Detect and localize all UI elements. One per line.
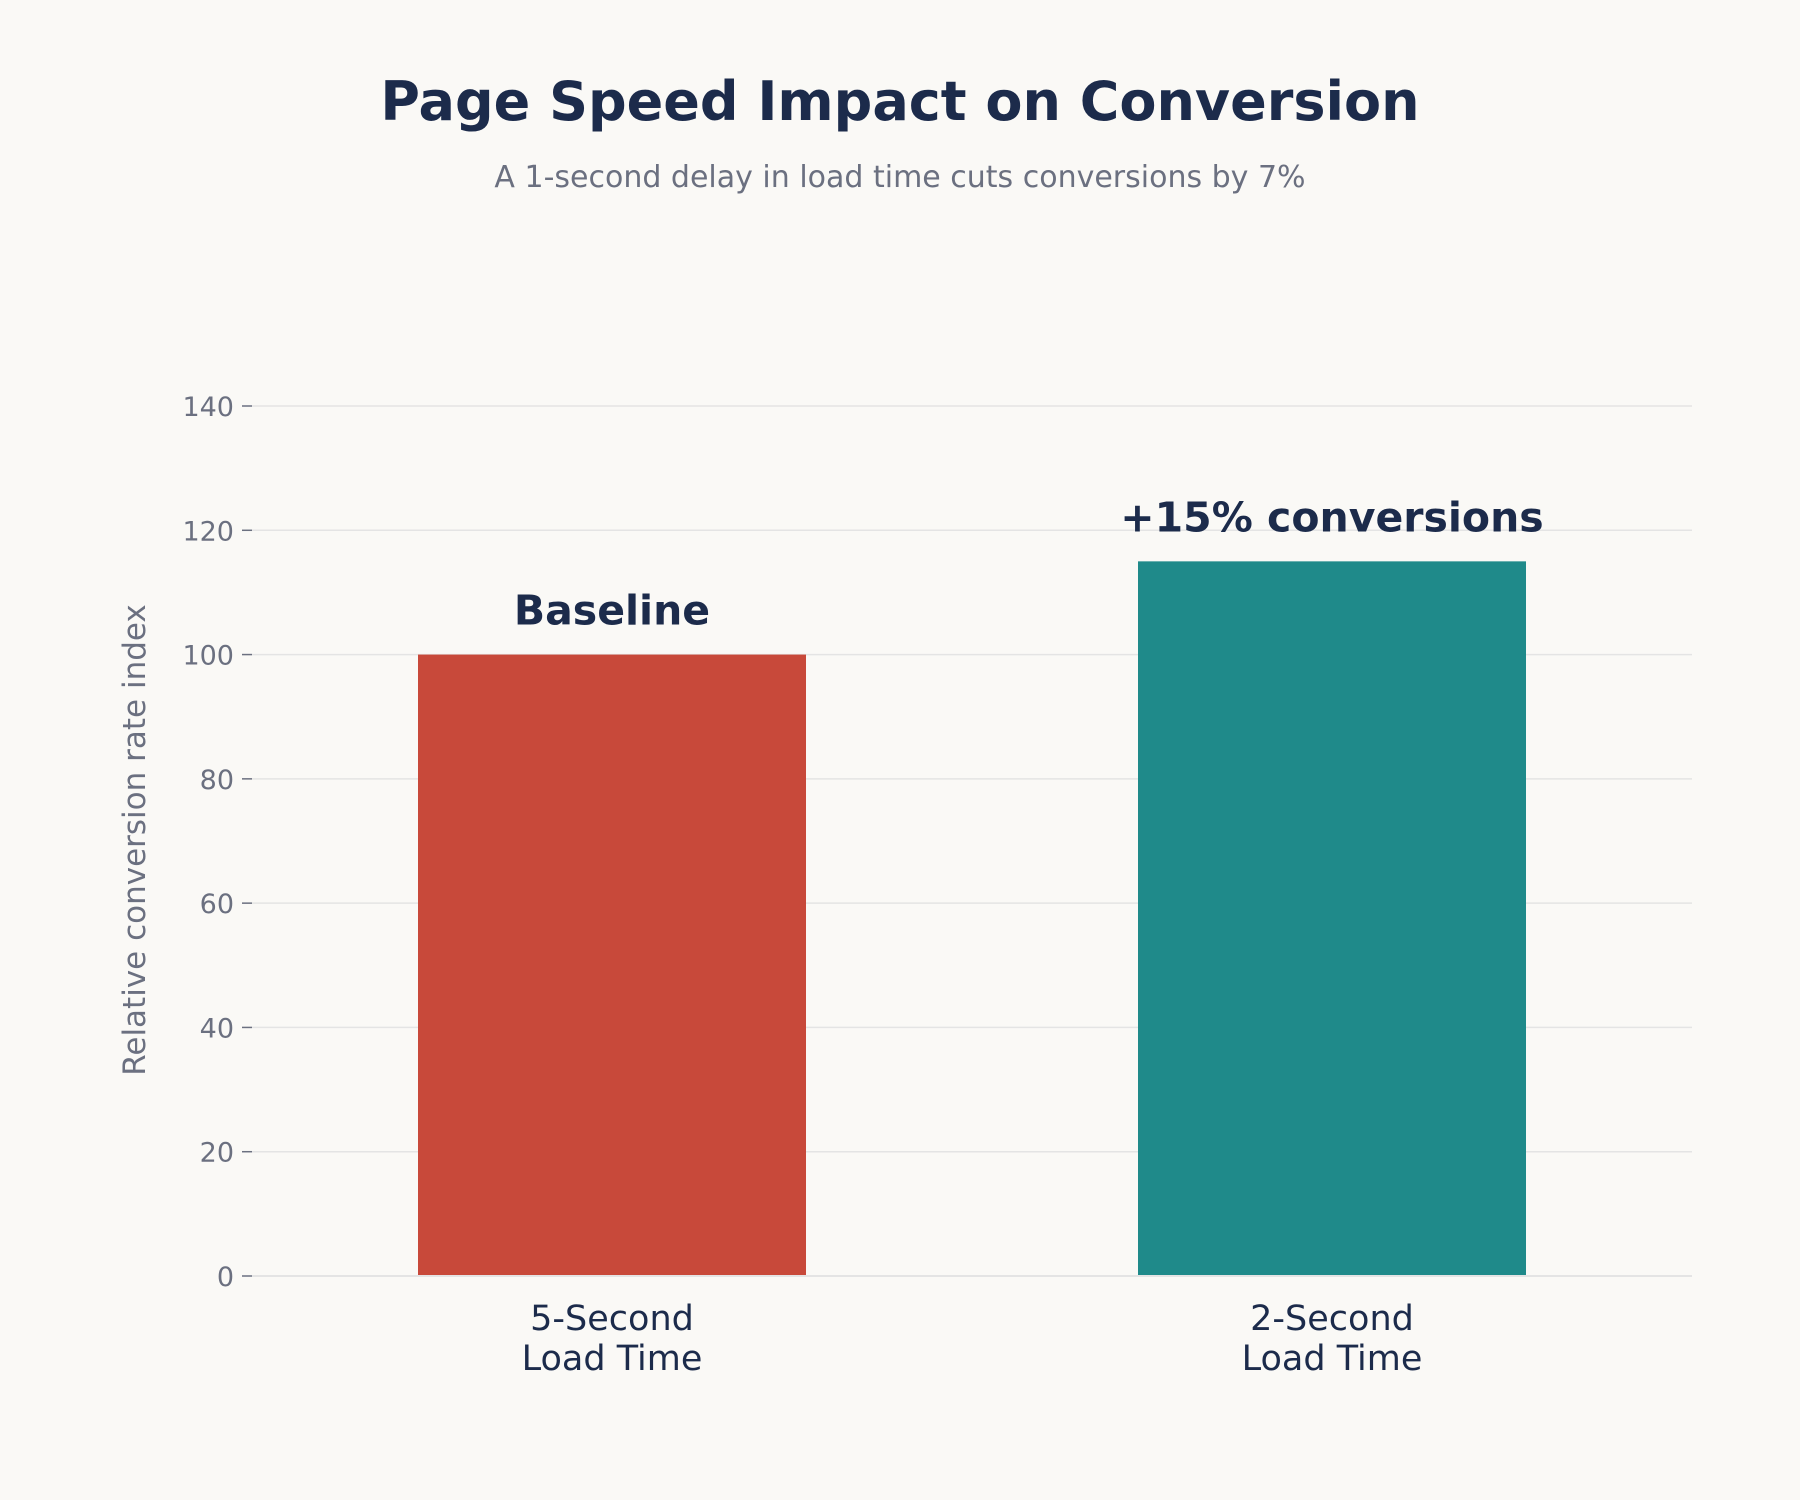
bar-1 [418,654,806,1276]
x-tick-label-line: 2-Second [1250,1299,1414,1339]
y-tick-label: 20 [200,1138,234,1169]
x-tick-label: 5-Second Load Time [522,1299,703,1379]
y-tick-label: 60 [200,889,234,920]
bar-2 [1138,561,1526,1276]
x-tick-label-line: Load Time [522,1339,703,1379]
y-tick-label: 0 [217,1262,234,1293]
chart-title: Page Speed Impact on Conversion [380,70,1419,133]
y-tick-label: 100 [182,641,234,672]
x-tick-label: 2-Second Load Time [1242,1299,1423,1379]
x-tick-label-line: 5-Second [530,1299,694,1339]
y-tick-label: 140 [182,392,234,423]
y-tick-label: 40 [200,1013,234,1044]
bar-annotation: Baseline [514,587,710,635]
chart-subtitle: A 1-second delay in load time cuts conve… [494,160,1305,195]
y-tick-label: 80 [200,765,234,796]
y-tick-label: 120 [182,516,234,547]
bar-annotation: +15% conversions [1120,493,1543,541]
y-axis-label: Relative conversion rate index [117,604,153,1076]
x-tick-label-line: Load Time [1242,1339,1423,1379]
